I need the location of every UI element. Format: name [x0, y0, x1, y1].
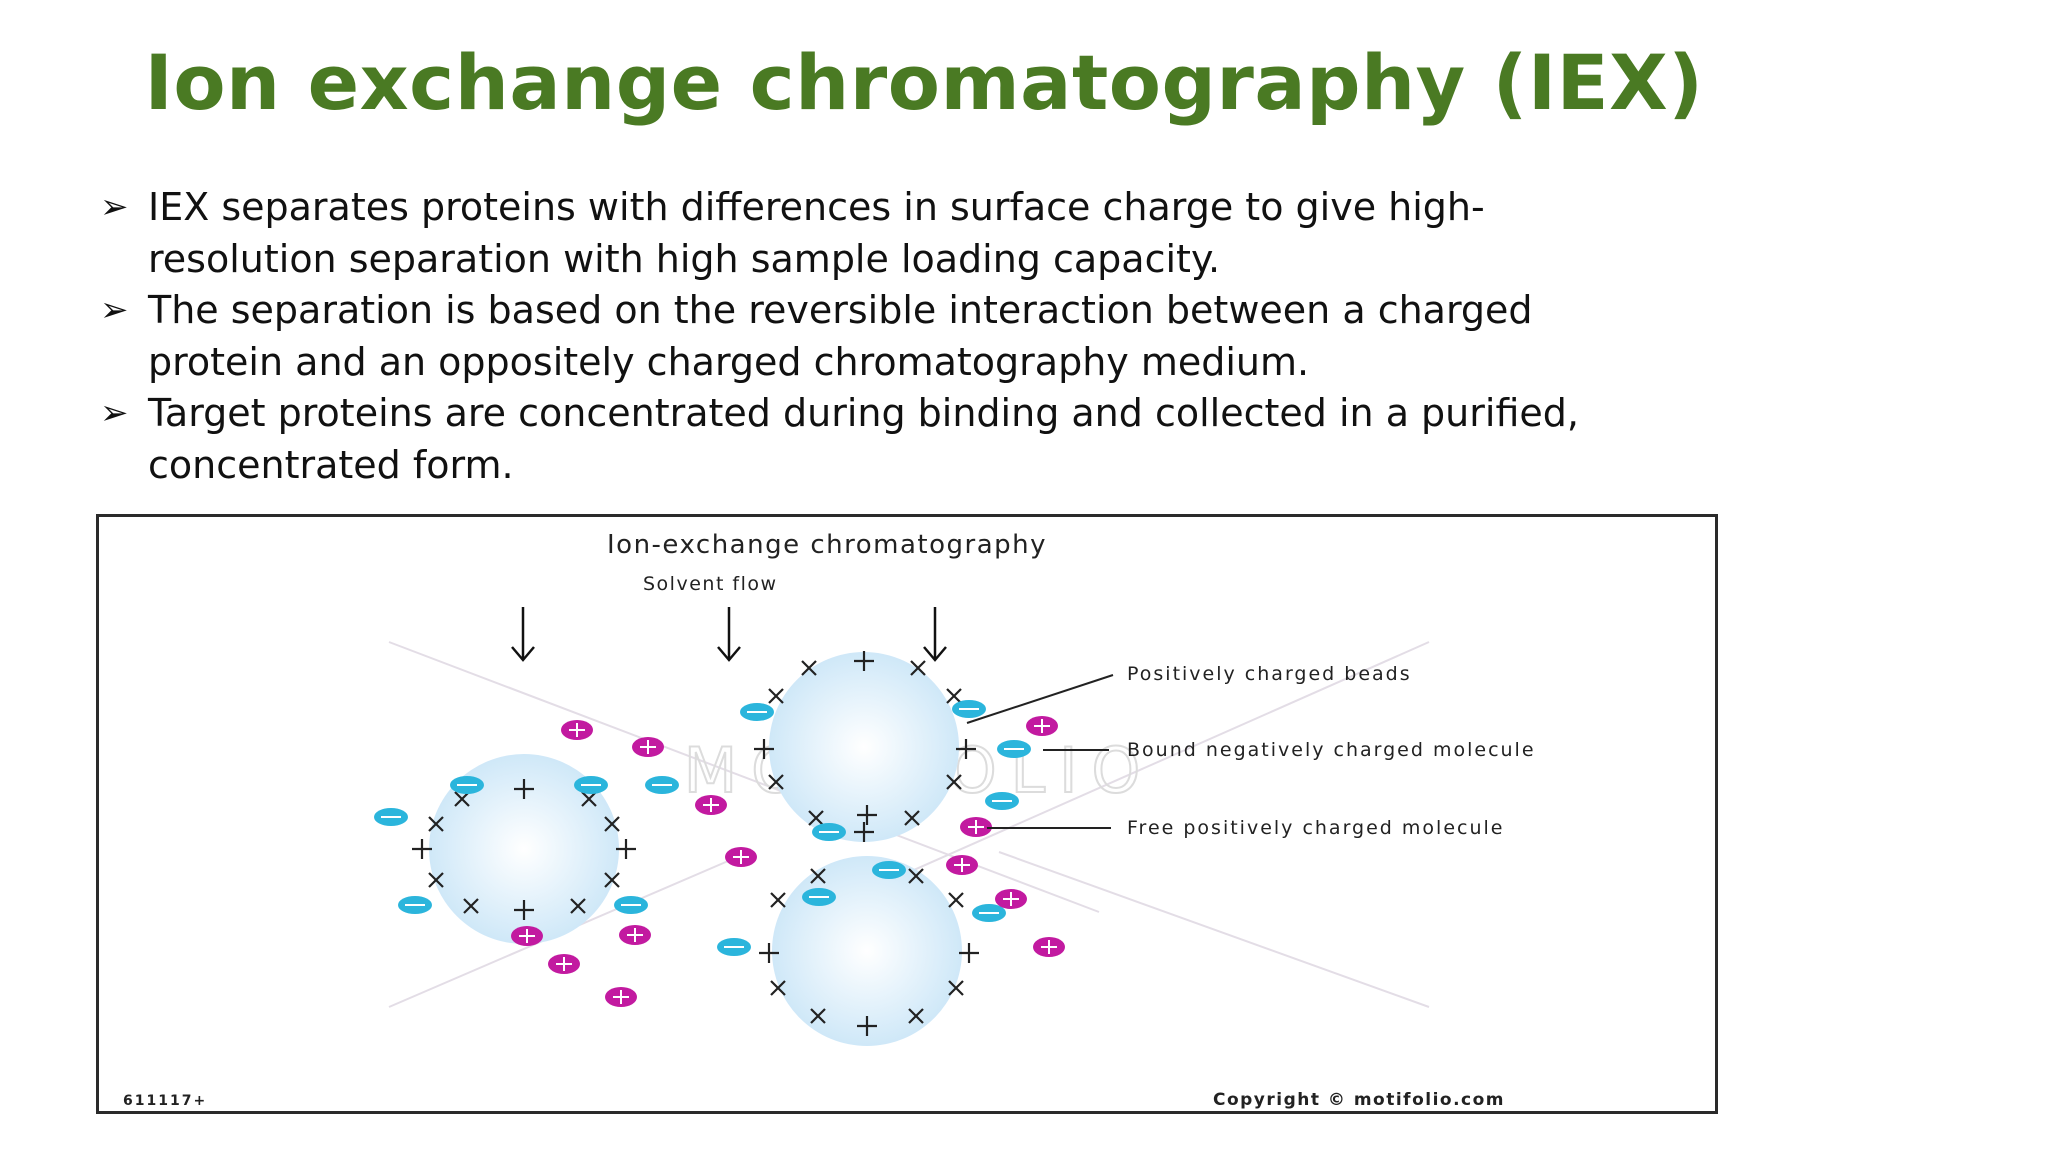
negative-molecule-icon [717, 938, 751, 956]
positive-molecule-icon [619, 925, 651, 945]
negative-molecule-icon [802, 888, 836, 906]
positive-molecule-icon [511, 926, 543, 946]
arrowhead-bullet-icon: ➢ [100, 393, 129, 433]
positive-molecule-icon [960, 817, 992, 837]
positive-molecule-icon [1033, 937, 1065, 957]
positive-molecule-icon [632, 737, 664, 757]
arrowhead-bullet-icon: ➢ [100, 187, 129, 227]
solvent-flow-arrows [511, 607, 947, 662]
down-arrow-icon [511, 607, 535, 662]
positive-molecule-icon [605, 987, 637, 1007]
arrowhead-bullet-icon: ➢ [100, 290, 129, 330]
positively-charged-bead [412, 754, 636, 944]
label-free-positive-molecule: Free positively charged molecule [1127, 817, 1504, 839]
flow-label: Solvent flow [643, 573, 778, 595]
figure-id: 611117+ [123, 1093, 207, 1109]
iex-diagram: MOTIFOLIO Ion-exchange chromatography So… [96, 514, 1718, 1114]
slide-title: Ion exchange chromatography (IEX) [144, 38, 1704, 127]
negative-molecule-icon [812, 823, 846, 841]
bullet-item: ➢ The separation is based on the reversi… [100, 285, 1660, 388]
negative-molecule-icon [872, 861, 906, 879]
positive-molecule-icon [561, 720, 593, 740]
positive-molecule-icon [1026, 716, 1058, 736]
callout-lines [966, 674, 1114, 829]
negative-molecule-icon [398, 896, 432, 914]
bullet-item: ➢ IEX separates proteins with difference… [100, 182, 1660, 285]
down-arrow-icon [717, 607, 741, 662]
bullet-item: ➢ Target proteins are concentrated durin… [100, 388, 1660, 491]
positive-molecule-icon [995, 889, 1027, 909]
positive-molecule-icon [695, 795, 727, 815]
bullet-list: ➢ IEX separates proteins with difference… [100, 182, 1660, 491]
positive-molecule-icon [946, 855, 978, 875]
negative-molecule-icon [645, 776, 679, 794]
negative-molecule-icon [972, 904, 1006, 922]
bound-negative-molecules [374, 700, 1031, 956]
negative-molecule-icon [574, 776, 608, 794]
bullet-text: Target proteins are concentrated during … [148, 391, 1579, 487]
positive-molecule-icon [725, 847, 757, 867]
diagram-title: Ion-exchange chromatography [607, 530, 1047, 560]
bullet-text: IEX separates proteins with differences … [148, 185, 1485, 281]
negative-molecule-icon [614, 896, 648, 914]
positive-molecule-icon [548, 954, 580, 974]
iex-diagram-svg: MOTIFOLIO Ion-exchange chromatography So… [123, 530, 1536, 1110]
negative-molecule-icon [997, 740, 1031, 758]
label-bound-negative-molecule: Bound negatively charged molecule [1127, 739, 1536, 761]
free-positive-molecules [511, 716, 1065, 1007]
negative-molecule-icon [374, 808, 408, 826]
positively-charged-bead [754, 651, 976, 842]
negative-molecule-icon [985, 792, 1019, 810]
negative-molecule-icon [450, 776, 484, 794]
label-positively-charged-beads: Positively charged beads [1127, 663, 1412, 685]
negative-molecule-icon [740, 703, 774, 721]
bullet-text: The separation is based on the reversibl… [148, 288, 1533, 384]
copyright-notice: Copyright © motifolio.com [1213, 1090, 1505, 1110]
negative-molecule-icon [952, 700, 986, 718]
down-arrow-icon [923, 607, 947, 662]
